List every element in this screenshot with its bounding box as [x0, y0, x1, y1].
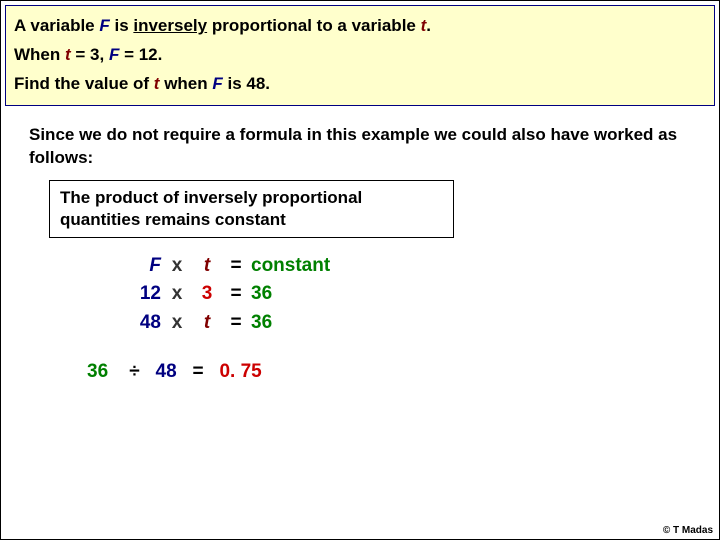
text: when — [159, 74, 212, 93]
eq-48: 48 — [121, 309, 161, 338]
problem-line-2: When t = 3, F = 12. — [14, 41, 706, 70]
copyright-text: © T Madas — [663, 525, 713, 536]
eq-3: 3 — [193, 280, 221, 309]
underline-word: inversely — [133, 16, 207, 35]
eq-12: 12 — [121, 280, 161, 309]
problem-line-1: A variable F is inversely proportional t… — [14, 12, 706, 41]
text: = 12. — [119, 45, 162, 64]
rule-box: The product of inversely proportional qu… — [49, 180, 454, 238]
eq-36: 36 — [251, 280, 272, 309]
text: proportional to a variable — [207, 16, 420, 35]
text: When — [14, 45, 65, 64]
divide-symbol: ÷ — [129, 361, 139, 382]
equals: = — [221, 280, 251, 309]
eq-F: F — [121, 252, 161, 281]
text: is 48. — [223, 74, 270, 93]
equals: = — [221, 309, 251, 338]
var-F: F — [109, 45, 119, 64]
spacer — [182, 361, 187, 382]
spacer — [113, 361, 124, 382]
final-answer-line: 36 ÷ 48 = 0. 75 — [87, 361, 719, 383]
problem-line-3: Find the value of t when F is 48. — [14, 70, 706, 99]
text: is — [110, 16, 134, 35]
text: . — [426, 16, 431, 35]
eq-constant: constant — [251, 252, 330, 281]
eq-t: t — [193, 309, 221, 338]
equation-row-3: 48 x t = 36 — [121, 309, 719, 338]
final-48: 48 — [156, 361, 177, 382]
equation-row-1: F x t = constant — [121, 252, 719, 281]
spacer — [209, 361, 214, 382]
eq-36: 36 — [251, 309, 272, 338]
times-symbol: x — [161, 280, 193, 309]
equation-block: F x t = constant 12 x 3 = 36 48 x t = 36 — [121, 252, 719, 338]
text: A variable — [14, 16, 99, 35]
eq-t: t — [193, 252, 221, 281]
text: = 3, — [71, 45, 109, 64]
equation-row-2: 12 x 3 = 36 — [121, 280, 719, 309]
spacer — [145, 361, 150, 382]
final-36: 36 — [87, 361, 108, 382]
var-F: F — [99, 16, 109, 35]
times-symbol: x — [161, 252, 193, 281]
times-symbol: x — [161, 309, 193, 338]
explanation-text: Since we do not require a formula in thi… — [29, 124, 699, 170]
final-answer: 0. 75 — [219, 361, 261, 382]
text: Find the value of — [14, 74, 154, 93]
equals: = — [221, 252, 251, 281]
problem-box: A variable F is inversely proportional t… — [5, 5, 715, 106]
var-F: F — [212, 74, 222, 93]
equals: = — [193, 361, 204, 382]
